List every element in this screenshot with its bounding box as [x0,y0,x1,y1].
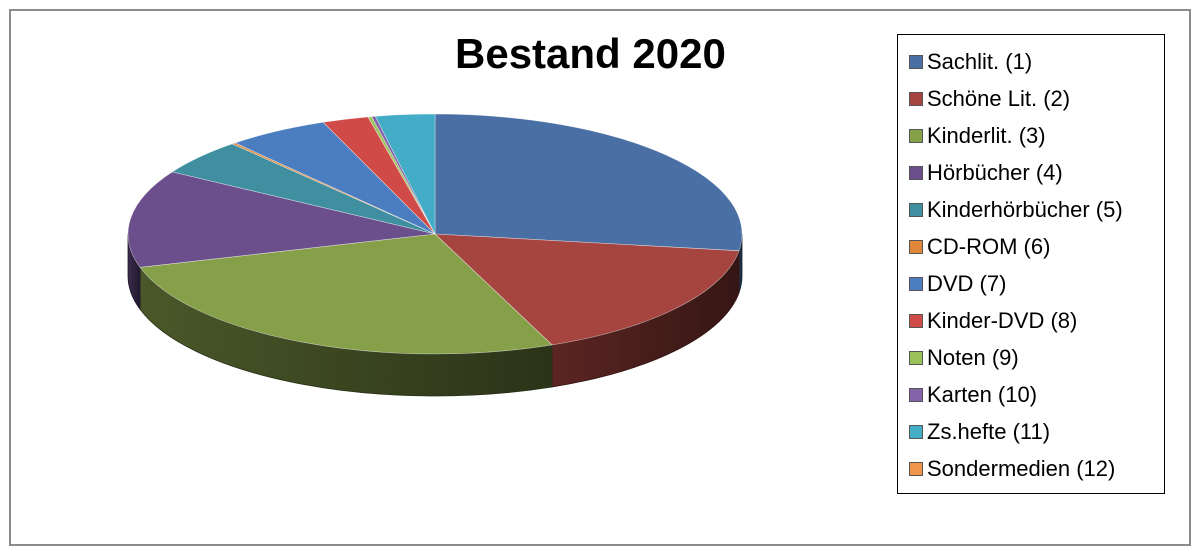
legend-swatch [909,387,923,402]
pie-slice [434,233,740,346]
legend-swatch [909,313,923,328]
legend-item: Sachlit. (1) [898,43,1164,80]
pie-slice [127,171,436,268]
legend-label: Schöne Lit. (2) [927,85,1071,111]
legend-label: Hörbücher (4) [927,159,1063,185]
legend-swatch [909,276,923,291]
legend-label: DVD (7) [927,270,1007,296]
legend-swatch [909,128,923,143]
legend-label: CD-ROM (6) [927,233,1051,259]
legend-swatch [909,54,923,69]
pie-top [127,113,743,355]
legend-swatch [909,424,923,439]
legend-label: Sondermedien (12) [927,455,1116,481]
legend-swatch [909,350,923,365]
legend-swatch [909,91,923,106]
pie-slice [374,113,436,235]
pie-sides [127,233,743,397]
legend-label: Karten (10) [927,381,1038,407]
legend-label: Zs.hefte (11) [927,418,1051,444]
legend-label: Noten (9) [927,344,1019,370]
chart-title: Bestand 2020 [455,30,726,77]
legend-item: Karten (10) [898,376,1164,413]
legend-label: Sachlit. (1) [927,48,1033,74]
legend-item: Kinder-DVD (8) [898,302,1164,339]
legend-label: Kinderlit. (3) [927,122,1046,148]
legend-item: Hörbücher (4) [898,154,1164,191]
legend-item: Zs.hefte (11) [898,413,1164,450]
legend-item: Kinderlit. (3) [898,117,1164,154]
pie-slice [434,113,743,252]
legend-label: Kinderhörbücher (5) [927,196,1123,222]
pie-slice [139,233,553,355]
legend-swatch [909,165,923,180]
legend-item: Noten (9) [898,339,1164,376]
legend-item: Sondermedien (12) [898,450,1164,487]
legend-swatch [909,202,923,217]
legend-label: Kinder-DVD (8) [927,307,1078,333]
legend-item: CD-ROM (6) [898,228,1164,265]
legend-item: Kinderhörbücher (5) [898,191,1164,228]
legend-swatch [909,461,923,476]
legend-swatch [909,239,923,254]
legend-item: Schöne Lit. (2) [898,80,1164,117]
legend: Sachlit. (1) Schöne Lit. (2) Kinderlit. (3… [897,34,1165,494]
legend-item: DVD (7) [898,265,1164,302]
